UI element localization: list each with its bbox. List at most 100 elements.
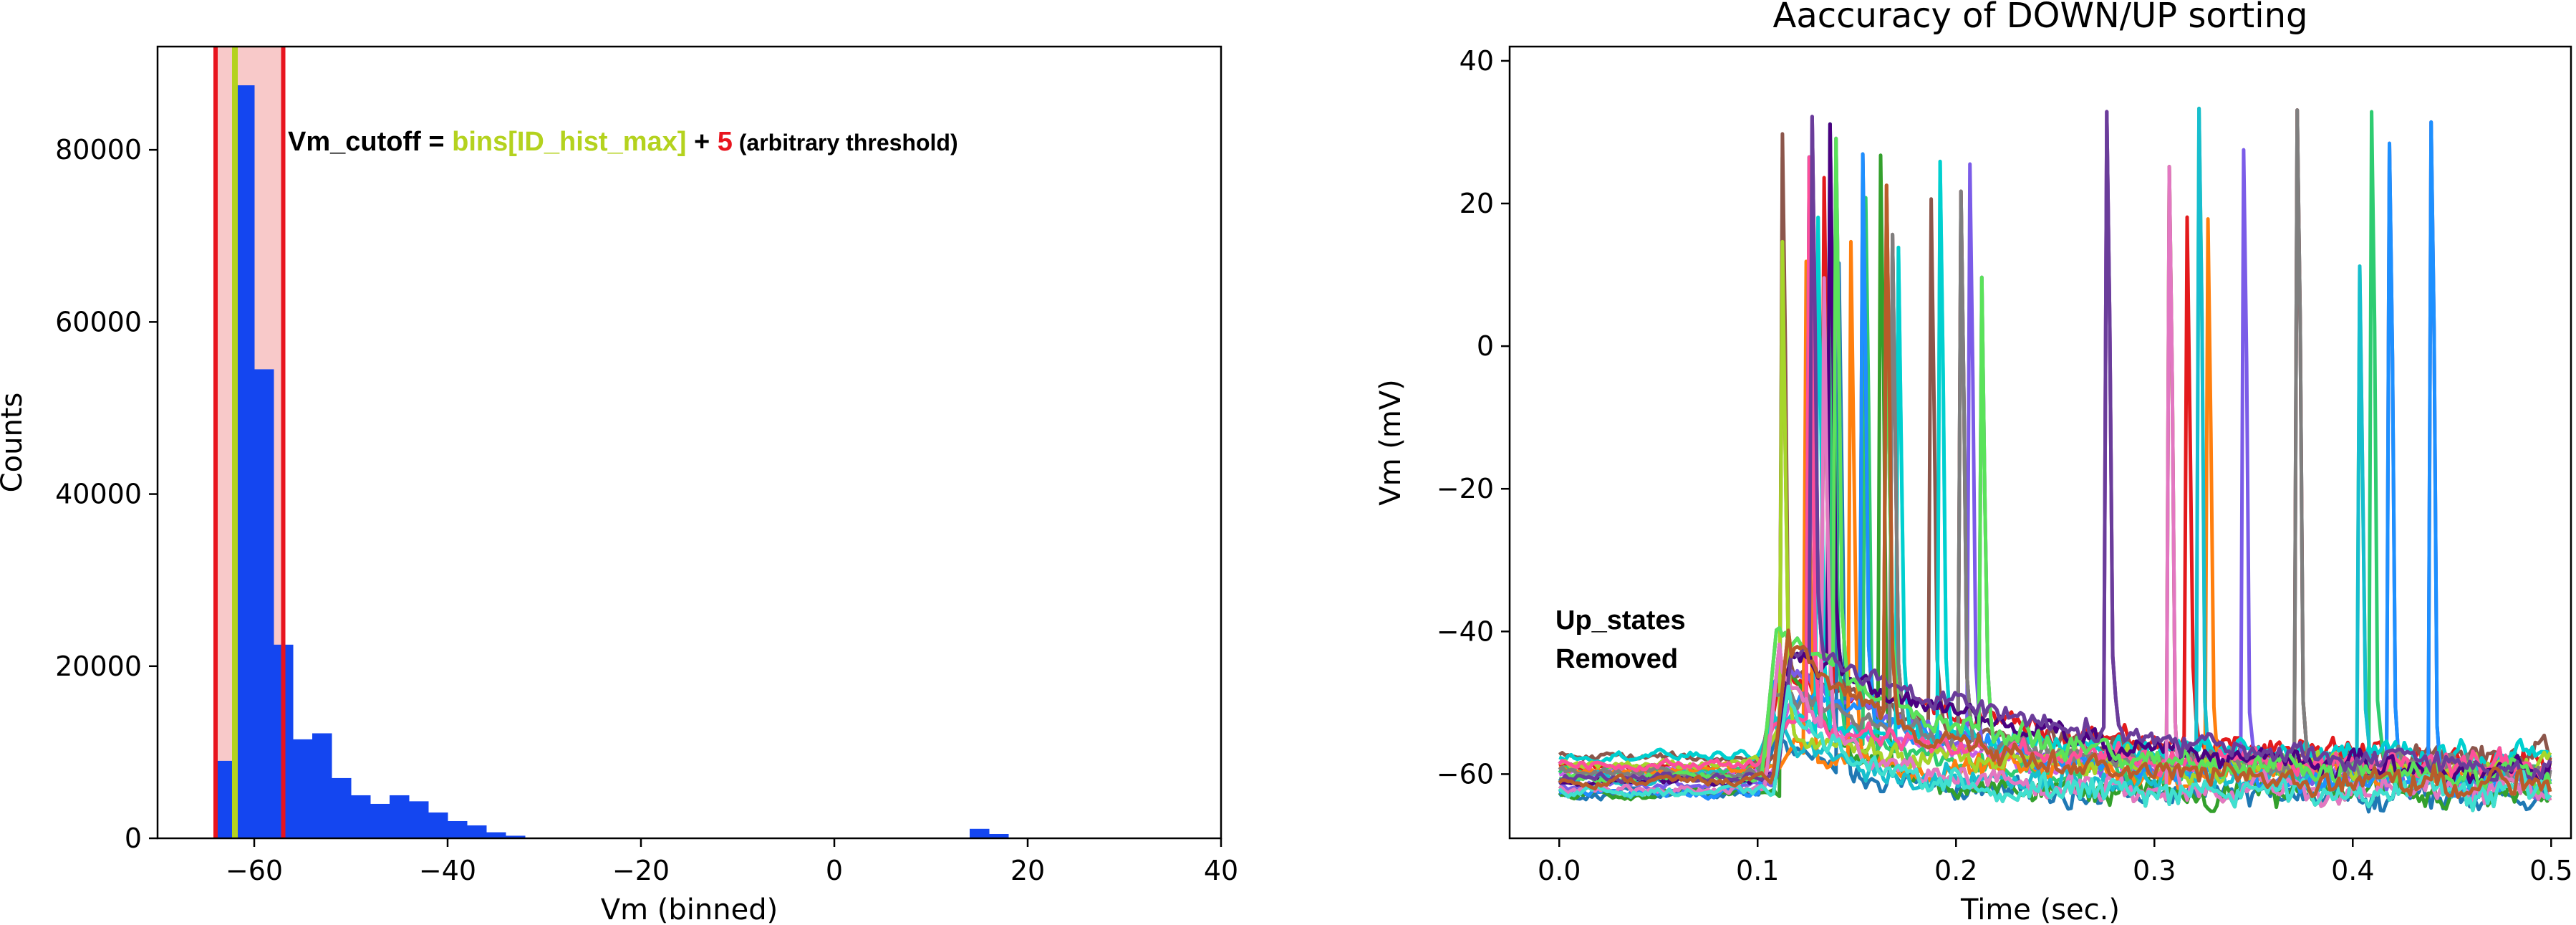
vm-trace	[1558, 261, 2552, 814]
vm-trace	[1558, 108, 2552, 791]
histogram-bar	[486, 832, 506, 838]
histogram-bar	[428, 812, 448, 838]
y-tick-label: 20	[1460, 188, 1494, 219]
vm-trace	[1559, 110, 2552, 785]
histogram-bars	[216, 85, 1009, 838]
x-tick-label: 40	[1204, 855, 1238, 886]
vm-trace	[1559, 110, 2552, 785]
vm-trace	[1559, 110, 2552, 785]
histogram-bar	[506, 835, 526, 838]
vm-trace	[1558, 165, 2552, 808]
histogram-panel: −60 −40 −20 0 20 40 0 20000 40000 60000 80000 Vm …	[0, 45, 1238, 925]
histogram-bar	[989, 833, 1009, 838]
y-tick-label: 40	[1460, 45, 1494, 77]
vm-trace	[1558, 159, 2552, 773]
x-tick-label: 0	[826, 855, 843, 886]
annot-bins-expr: bins[ID_hist_max]	[452, 127, 686, 157]
histogram-bar	[370, 803, 390, 838]
vm-trace	[1559, 122, 2552, 789]
vm-trace	[1558, 217, 2552, 792]
histogram-axes-frame	[156, 45, 1222, 840]
y-tick-label: 60000	[55, 306, 142, 337]
vm-trace	[1558, 183, 2552, 799]
vm-trace	[1559, 122, 2552, 789]
annot-five: 5	[718, 127, 733, 157]
y-tick-label: −40	[1437, 615, 1494, 647]
up-states-label: Up_states	[1555, 605, 1686, 636]
vm-trace	[1558, 165, 2552, 808]
removed-label: Removed	[1555, 644, 1678, 674]
y-tick-label: −20	[1437, 473, 1494, 504]
vm-trace	[1559, 122, 2552, 789]
histogram-bar	[235, 85, 255, 838]
traces-y-axis-label: Vm (mV)	[1374, 379, 1407, 506]
vm-trace	[1558, 183, 2552, 799]
x-tick-label: −20	[612, 855, 670, 886]
histogram-bar	[351, 795, 371, 838]
vm-trace	[1559, 136, 2552, 795]
traces-y-ticks: −60 −40 −20 0 20 40	[1437, 45, 1510, 790]
vm-trace	[1558, 239, 2552, 787]
histogram-bar	[216, 760, 236, 838]
x-tick-label: 0.4	[2331, 855, 2374, 886]
x-tick-label: −40	[419, 855, 476, 886]
traces-x-axis-label: Time (sec.)	[1960, 893, 2120, 925]
vm-trace	[1558, 176, 2552, 777]
x-tick-label: 0.0	[1538, 855, 1581, 886]
x-tick-label: 0.5	[2529, 855, 2572, 886]
vm-trace	[1558, 159, 2552, 773]
vm-trace	[1558, 120, 2552, 802]
vm-trace	[1558, 155, 2552, 779]
vm-trace	[1558, 155, 2552, 779]
traces-axes-frame	[1508, 45, 2572, 840]
histogram-bar	[448, 820, 468, 838]
vm-trace	[1558, 148, 2552, 800]
histogram-y-ticks: 0 20000 40000 60000 80000	[55, 134, 158, 854]
vm-trace	[1558, 108, 2552, 791]
histogram-bar	[467, 825, 487, 838]
traces-panel: 0.0 0.1 0.2 0.3 0.4 0.5 −60 −40 −20 0 20 40 Aaccur…	[1374, 0, 2573, 925]
y-tick-label: 40000	[55, 479, 142, 510]
y-tick-label: 80000	[55, 134, 142, 166]
x-tick-label: 0.2	[1934, 855, 1977, 886]
vm-trace	[1558, 120, 2552, 802]
histogram-bar	[409, 801, 429, 838]
vm-trace	[1558, 132, 2552, 772]
traces-x-ticks: 0.0 0.1 0.2 0.3 0.4 0.5	[1538, 838, 2573, 886]
vm-trace	[1558, 239, 2552, 787]
histogram-bar	[970, 828, 990, 838]
histogram-y-axis-label: Counts	[0, 393, 29, 493]
x-tick-label: 20	[1010, 855, 1045, 886]
y-tick-label: 20000	[55, 651, 142, 682]
vm-trace	[1558, 153, 2552, 813]
histogram-bar	[293, 739, 313, 838]
vm-traces	[1558, 106, 2552, 814]
y-tick-label: 0	[1477, 330, 1494, 362]
y-tick-label: 0	[125, 823, 142, 854]
vm-trace	[1558, 684, 2552, 813]
x-tick-label: −60	[226, 855, 283, 886]
x-tick-label: 0.3	[2133, 855, 2176, 886]
x-tick-label: 0.1	[1736, 855, 1779, 886]
vm-trace	[1558, 106, 2551, 799]
vm-trace	[1558, 183, 2552, 799]
vm-trace	[1559, 136, 2552, 795]
annot-plus: +	[686, 127, 717, 157]
vm-trace	[1558, 110, 2552, 789]
histogram-bar	[312, 733, 332, 838]
vm-trace	[1558, 155, 2552, 779]
histogram-x-axis-label: Vm (binned)	[601, 893, 778, 925]
y-tick-label: −60	[1437, 758, 1494, 790]
histogram-bar	[390, 795, 410, 838]
annot-arbitrary: (arbitrary threshold)	[733, 130, 958, 155]
vm-trace	[1558, 106, 2551, 799]
cutoff-formula-annotation: Vm_cutoff = bins[ID_hist_max] + 5 (arbit…	[288, 127, 958, 157]
annot-cutoff-name: Vm_cutoff =	[288, 127, 452, 157]
traces-title: Aaccuracy of DOWN/UP sorting	[1773, 0, 2308, 36]
vm-trace	[1559, 136, 2552, 795]
vm-trace	[1558, 165, 2552, 808]
histogram-bar	[254, 369, 274, 838]
histogram-x-ticks: −60 −40 −20 0 20 40	[226, 838, 1238, 886]
vm-trace	[1558, 108, 2552, 791]
